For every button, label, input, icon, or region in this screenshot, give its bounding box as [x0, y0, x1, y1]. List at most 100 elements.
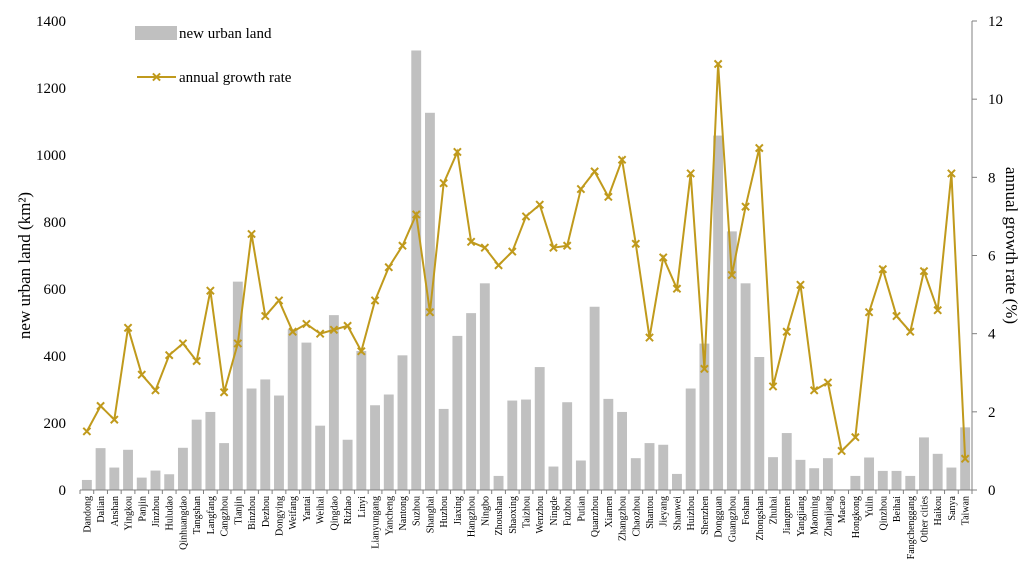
- category-label: Macao: [837, 496, 848, 523]
- bar-zhangzhou: [617, 411, 627, 490]
- legend-label-annual-growth-rate: annual growth rate: [179, 70, 292, 86]
- line-series-annual-growth-rate: [82, 59, 970, 464]
- right-tick-label: 2: [988, 405, 996, 421]
- bar-xiamen: [603, 398, 614, 490]
- bar-anshan: [109, 467, 120, 490]
- bar-zhanjiang: [822, 458, 833, 490]
- bar-maoming: [809, 468, 820, 490]
- category-label: Suzhou: [412, 496, 423, 526]
- bar-hangzhou: [466, 313, 477, 490]
- point-zhangzhou: [617, 155, 627, 165]
- left-tick-label: 200: [44, 416, 67, 432]
- category-label: Anshan: [110, 496, 121, 527]
- category-label: Quanzhou: [590, 496, 601, 537]
- point-zhongshan: [754, 143, 764, 153]
- right-tick-label: 0: [988, 483, 996, 499]
- right-tick-label: 4: [988, 327, 996, 343]
- left-tick-label: 1400: [36, 14, 66, 30]
- right-tick-label: 12: [988, 14, 1003, 30]
- point-linyi: [357, 346, 366, 356]
- point-ningde: [549, 243, 558, 252]
- point-wenzhou: [535, 200, 545, 209]
- bar-lianyungang: [370, 405, 380, 490]
- left-tick-label: 1200: [36, 81, 66, 97]
- point-quanzhou: [590, 167, 599, 176]
- point-dongguan: [713, 59, 723, 69]
- bar-zhoushan: [493, 475, 504, 490]
- point-yingkou: [123, 323, 133, 333]
- bar-jinzhou: [150, 470, 161, 490]
- point-putian: [576, 184, 586, 194]
- category-label: Fuzhou: [563, 496, 574, 526]
- right-tick-label: 6: [988, 249, 996, 265]
- bar-yancheng: [383, 394, 394, 490]
- point-zhoushan: [494, 260, 503, 270]
- category-label: Qinzhou: [878, 496, 889, 530]
- category-label: Jiaxing: [453, 496, 464, 525]
- bar-dandong: [81, 479, 92, 490]
- bar-hongkong: [850, 475, 861, 490]
- bar-tianjin: [232, 281, 243, 490]
- bar-qinhuangdao: [177, 447, 188, 490]
- bar-chaozhou: [630, 458, 641, 490]
- category-label: Yancheng: [384, 496, 395, 536]
- category-label: Jiangmen: [782, 496, 793, 534]
- bar-shanwei: [672, 473, 682, 490]
- right-axis-title: annual growth rate (%): [1002, 167, 1021, 324]
- category-label: Guangzhou: [727, 496, 738, 542]
- category-label: Shenzhen: [700, 496, 711, 535]
- bar-shantou: [644, 443, 655, 490]
- category-label: Huizhou: [686, 496, 697, 530]
- bar-shaoxing: [507, 400, 518, 490]
- point-tangshan: [192, 356, 201, 366]
- bar-fangchenggang: [905, 475, 916, 490]
- category-label: Weihai: [316, 496, 327, 524]
- category-label: Xiamen: [604, 496, 615, 528]
- point-yantai: [302, 319, 311, 329]
- point-qinhuangdao: [178, 339, 188, 348]
- bar-huludao: [164, 474, 175, 490]
- category-label: Hangzhou: [467, 496, 478, 537]
- category-label: Ningde: [549, 495, 560, 525]
- bar-foshan: [740, 283, 751, 490]
- bar-yangjiang: [795, 459, 806, 490]
- bar-linyi: [356, 350, 367, 490]
- category-label: Taizhou: [522, 496, 533, 528]
- bar-dongguan: [713, 135, 724, 490]
- point-tianjin: [233, 339, 243, 348]
- bar-dezhou: [260, 379, 271, 490]
- bar-suzhou: [411, 50, 422, 490]
- bar-shanghai: [425, 112, 435, 490]
- category-label: Jinzhou: [151, 496, 162, 527]
- left-tick-label: 1000: [36, 148, 66, 164]
- bar-binzhou: [246, 388, 257, 490]
- point-hangzhou: [466, 237, 476, 247]
- point-other-cities: [919, 266, 929, 276]
- bar-qinzhou: [877, 470, 888, 490]
- left-tick-label: 600: [44, 282, 67, 298]
- growth-rate-line: [85, 63, 967, 459]
- left-axis-title: new urban land (km²): [15, 192, 34, 339]
- point-taiwan: [960, 454, 970, 464]
- bar-jiangmen: [781, 433, 792, 490]
- point-dandong: [82, 427, 92, 436]
- category-label: Jieyang: [659, 496, 670, 527]
- bar-dalian: [95, 448, 106, 491]
- bar-shenzhen: [699, 343, 710, 490]
- category-label: Fangchenggang: [906, 496, 917, 559]
- bar-jiaxing: [452, 335, 463, 490]
- point-yancheng: [384, 262, 394, 272]
- point-zhuhai: [768, 382, 778, 391]
- bar-yantai: [301, 342, 312, 490]
- left-tick-label: 400: [44, 349, 67, 365]
- point-huzhou: [439, 178, 448, 188]
- category-label: Tianjin: [233, 496, 244, 525]
- point-ningbo: [480, 243, 490, 252]
- category-label: Maoming: [810, 496, 821, 535]
- right-tick-label: 8: [988, 170, 996, 186]
- point-yangjiang: [796, 280, 805, 290]
- category-label: Lianyungang: [371, 496, 382, 549]
- point-suzhou: [411, 210, 421, 219]
- category-label: Qinhuangdao: [178, 496, 189, 550]
- category-label: Beihai: [892, 496, 903, 522]
